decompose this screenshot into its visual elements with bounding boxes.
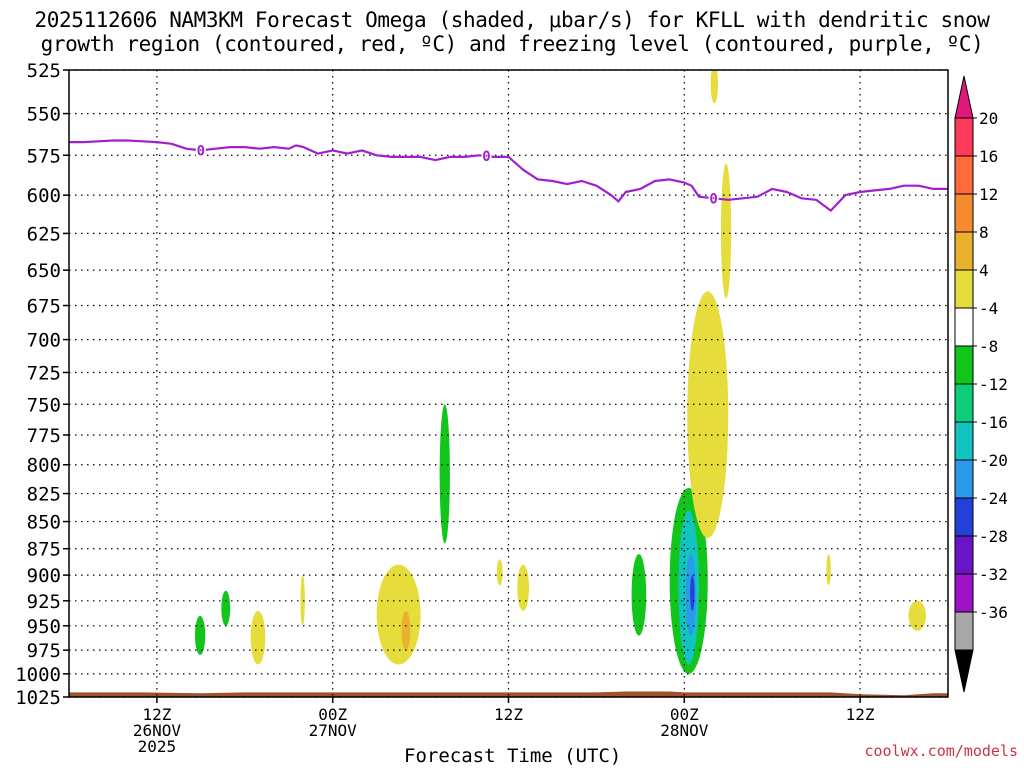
- ytick-label-900: 900: [27, 565, 61, 587]
- colorbar-label-12: -32: [979, 565, 1008, 584]
- colorbar-label-9: -20: [979, 451, 1008, 470]
- omega-green-7h: [194, 615, 206, 655]
- colorbar-swatch-8: [954, 421, 974, 461]
- xtick-label-6: 12Z: [142, 705, 171, 724]
- ytick-label-575: 575: [27, 145, 61, 167]
- freezing-level-label-bg-0: [195, 142, 206, 157]
- colorbar-swatch-9: [954, 459, 974, 499]
- colorbar-label-11: -28: [979, 527, 1008, 546]
- colorbar-swatch-2: [954, 193, 974, 233]
- ytick-label-550: 550: [27, 104, 61, 126]
- colorbar-swatch-13: [954, 611, 974, 651]
- gridlines: [69, 69, 948, 698]
- ytick-label-825: 825: [27, 484, 61, 506]
- axes: 525 550 575 600 625 650 675 700 725 750 775 800 825 8…: [15, 60, 949, 756]
- ytick-label-650: 650: [27, 260, 61, 282]
- colorbar-swatch-12: [954, 573, 974, 613]
- x-axis-label: Forecast Time (UTC): [404, 745, 622, 767]
- chart-title-line-2: growth region (contoured, red, ºC) and f…: [40, 32, 984, 56]
- colorbar-label-7: -12: [979, 375, 1008, 394]
- omega-yellow-58h: [908, 600, 927, 631]
- colorbar-swatch-6: [954, 345, 974, 385]
- xtick-year-6: 2025: [138, 737, 177, 756]
- colorbar-label-6: -8: [979, 337, 998, 356]
- xtick-label-30: 12Z: [494, 705, 523, 724]
- omega-yellow-16h: [300, 575, 305, 626]
- ytick-label-850: 850: [27, 512, 61, 534]
- omega-green-26h: [439, 404, 450, 544]
- ytick-label-525: 525: [27, 60, 61, 82]
- colorbar-swatch-1: [954, 155, 974, 195]
- omega-yellow-22h: [376, 564, 421, 665]
- plot-area: 0 0 0: [69, 69, 948, 698]
- ytick-label-625: 625: [27, 223, 61, 245]
- chart-title-line-1: 2025112606 NAM3KM Forecast Omega (shaded…: [34, 8, 990, 32]
- omega-shading: [69, 70, 948, 697]
- ytick-label-700: 700: [27, 330, 61, 352]
- colorbar-swatch-10: [954, 497, 974, 537]
- ytick-label-950: 950: [27, 616, 61, 638]
- ytick-label-925: 925: [27, 591, 61, 613]
- ytick-label-875: 875: [27, 539, 61, 561]
- colorbar-top-arrow: [954, 75, 974, 119]
- xtick-label-54: 12Z: [846, 705, 875, 724]
- colorbar-swatch-3: [954, 231, 974, 271]
- ytick-label-1000: 1000: [15, 664, 61, 686]
- omega-green-38h: [631, 554, 647, 636]
- omega-orange-23h: [401, 610, 411, 651]
- ytick-label-775: 775: [27, 425, 61, 447]
- ytick-label-725: 725: [27, 362, 61, 384]
- omega-yellow-29h: [496, 559, 503, 586]
- xtick-date-42: 28NOV: [660, 721, 709, 740]
- omega-yellow-44h-top: [710, 70, 718, 104]
- colorbar-swatch-4: [954, 269, 974, 309]
- ytick-label-1025: 1025: [15, 687, 61, 709]
- colorbar-swatch-5: [954, 307, 974, 347]
- omega-green-9h: [221, 590, 231, 626]
- colorbar-label-1: 16: [979, 147, 998, 166]
- ytick-label-675: 675: [27, 296, 61, 318]
- colorbar-swatch-0: [954, 117, 974, 157]
- freezing-level-label-2: 0: [709, 191, 717, 207]
- source-watermark: coolwx.com/models: [864, 742, 1018, 760]
- ytick-label-600: 600: [27, 185, 61, 207]
- colorbar-swatch-11: [954, 535, 974, 575]
- omega-yellow-45h: [720, 163, 732, 299]
- colorbar-label-0: 20: [979, 109, 998, 128]
- xtick-label-18: 00Z: [318, 705, 347, 724]
- ytick-label-975: 975: [27, 640, 61, 662]
- omega-darkblue-42h: [690, 575, 695, 611]
- colorbar-label-3: 8: [979, 223, 989, 242]
- freezing-level-label-bg-2: [708, 190, 719, 205]
- omega-yellow-52h: [826, 554, 831, 586]
- colorbar-label-4: 4: [979, 261, 989, 280]
- freezing-level-label-1: 0: [482, 149, 490, 165]
- xtick-date-18: 27NOV: [309, 721, 358, 740]
- colorbar-swatch-7: [954, 383, 974, 423]
- xtick-label-42: 00Z: [670, 705, 699, 724]
- colorbar-label-10: -24: [979, 489, 1008, 508]
- omega-yellow-43h: [687, 291, 729, 538]
- colorbar-label-8: -16: [979, 413, 1008, 432]
- freezing-level-label-bg-1: [481, 148, 492, 163]
- ytick-label-800: 800: [27, 455, 61, 477]
- omega-yellow-31h: [517, 564, 530, 611]
- colorbar-label-2: 12: [979, 185, 998, 204]
- freezing-level-line: [69, 139, 948, 212]
- colorbar-label-13: -36: [979, 603, 1008, 622]
- colorbar-label-5: -4: [979, 299, 998, 318]
- colorbar: 20 16 12 8 4 -4 -8 -12 -16 -20 -24 -28 -32 -36: [954, 75, 1008, 693]
- colorbar-bottom-arrow: [954, 649, 974, 693]
- xtick-date-6: 26NOV: [133, 721, 182, 740]
- ytick-label-750: 750: [27, 394, 61, 416]
- freezing-level-label-0: 0: [197, 143, 205, 159]
- omega-yellow-12h: [250, 610, 266, 665]
